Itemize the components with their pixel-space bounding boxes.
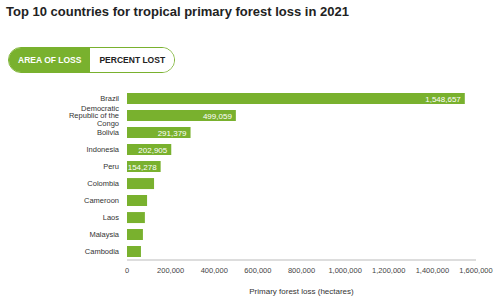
svg-text:Cambodia: Cambodia	[85, 247, 120, 256]
svg-text:291,379: 291,379	[158, 129, 187, 138]
svg-text:Brazil: Brazil	[100, 94, 119, 103]
svg-text:1,400,000: 1,400,000	[416, 266, 449, 275]
svg-text:Bolivia: Bolivia	[97, 128, 120, 137]
svg-text:Peru: Peru	[103, 162, 119, 171]
svg-text:1,000,000: 1,000,000	[328, 266, 361, 275]
svg-text:DemocraticRepublic of theCongo: DemocraticRepublic of theCongo	[69, 104, 119, 128]
svg-text:1,600,000: 1,600,000	[459, 266, 492, 275]
svg-text:1,548,657: 1,548,657	[425, 95, 461, 104]
svg-text:Cameroon: Cameroon	[84, 196, 119, 205]
svg-text:400,000: 400,000	[201, 266, 228, 275]
svg-text:499,059: 499,059	[203, 112, 232, 121]
svg-text:Malaysia: Malaysia	[89, 230, 119, 239]
svg-text:202,905: 202,905	[138, 146, 167, 155]
svg-text:800,000: 800,000	[288, 266, 315, 275]
svg-text:Indonesia: Indonesia	[86, 145, 119, 154]
html-text:Top 10 countries for tropical: Top 10 countries for tropical primary fo…	[6, 4, 349, 19]
html-text:AREA OF LOSS: AREA OF LOSS	[18, 55, 82, 65]
svg-text:1,200,000: 1,200,000	[372, 266, 405, 275]
svg-text:200,000: 200,000	[157, 266, 184, 275]
svg-text:0: 0	[125, 266, 129, 275]
svg-text:Primary forest loss (hectares): Primary forest loss (hectares)	[249, 287, 354, 296]
svg-text:154,278: 154,278	[128, 163, 157, 172]
html-text:PERCENT LOST: PERCENT LOST	[99, 55, 166, 65]
svg-text:600,000: 600,000	[244, 266, 271, 275]
svg-text:Laos: Laos	[103, 213, 120, 222]
svg-text:Colombia: Colombia	[87, 179, 120, 188]
